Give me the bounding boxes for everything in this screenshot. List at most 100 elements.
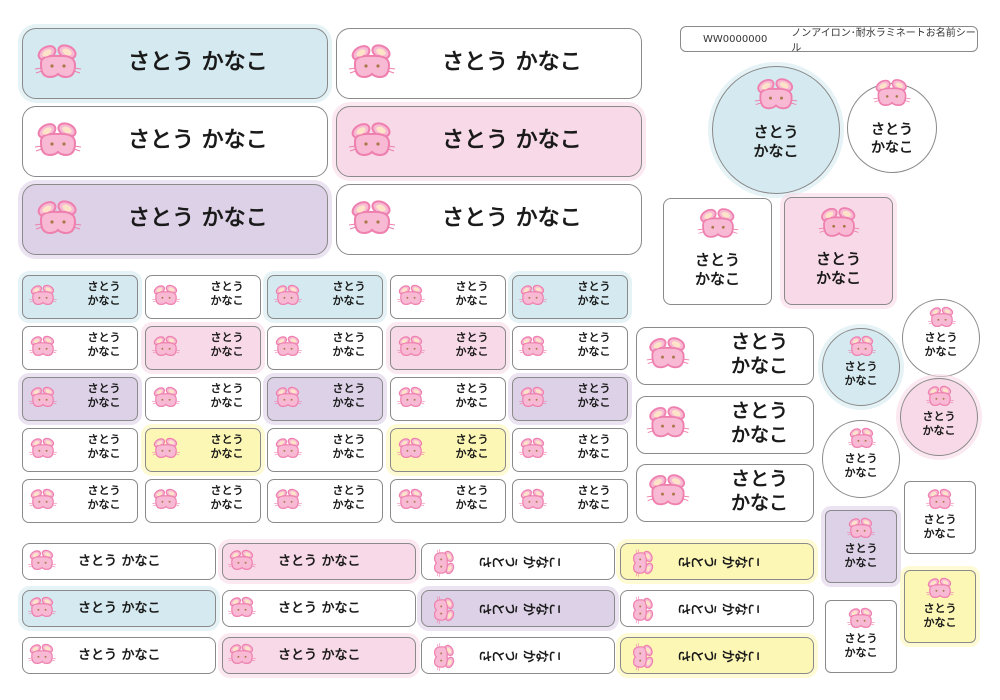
name-line1: さとう: [577, 280, 611, 293]
name-line2: かなこ: [210, 344, 244, 358]
name-sticker: さとう かなこ: [22, 590, 216, 627]
bunny-face-icon: [927, 306, 957, 334]
bunny-face-icon: [925, 488, 955, 516]
name-text: さとう かなこ: [128, 128, 268, 153]
bunny-face-icon: [847, 335, 877, 363]
name-line1: さとう: [87, 484, 121, 497]
bunny-face-icon: [28, 437, 58, 465]
bunny-face-icon: [518, 488, 548, 516]
bunny-face-icon: [847, 427, 877, 455]
bunny-face-icon: [28, 386, 58, 414]
bunny-face-icon: [347, 43, 397, 87]
name-line2: かなこ: [210, 293, 244, 307]
name-sticker: さとう かなこ: [267, 377, 383, 421]
name-text: さとう かなこ: [278, 554, 361, 569]
name-line2: かなこ: [332, 395, 366, 409]
name-line1: さとう: [922, 410, 956, 423]
name-line2: かなこ: [455, 497, 489, 511]
bunny-face-icon: [645, 473, 691, 514]
name-sticker: さとう かなこ: [512, 479, 628, 523]
name-text: さとう かなこ: [476, 555, 562, 569]
bunny-face-icon: [151, 386, 181, 414]
name-text: さとう かなこ: [128, 206, 268, 231]
bunny-face-icon: [151, 335, 181, 363]
bunny-face-icon: [518, 386, 548, 414]
name-sticker: さとう かなこ: [822, 420, 900, 498]
name-line2: かなこ: [694, 269, 740, 288]
name-line2: かなこ: [332, 293, 366, 307]
name-line1: さとう: [577, 382, 611, 395]
name-line1: さとう: [730, 400, 788, 422]
name-sticker: さとう かなこ: [636, 464, 814, 522]
bunny-face-icon: [33, 43, 83, 87]
name-sticker: さとう かなこ: [22, 479, 138, 523]
name-sticker: さとう かなこ: [22, 184, 328, 255]
bunny-face-icon: [645, 336, 691, 377]
name-text: さとう かなこ: [442, 206, 582, 231]
name-sticker: さとう かなこ: [620, 543, 814, 580]
sheet-header: WW0000000 ノンアイロン･耐水ラミネートお名前シール: [680, 26, 978, 54]
name-line1: さとう: [730, 468, 788, 490]
name-sticker: さとう かなこ: [904, 570, 976, 643]
name-line1: さとう: [577, 484, 611, 497]
bunny-face-icon: [427, 595, 455, 625]
name-line1: さとう: [694, 251, 740, 269]
name-sticker: さとう かなこ: [390, 275, 506, 319]
name-line1: さとう: [844, 632, 878, 645]
name-sticker: さとう かなこ: [512, 428, 628, 472]
name-sticker: さとう かなこ: [390, 428, 506, 472]
name-sticker: さとう かなこ: [145, 275, 261, 319]
bunny-face-icon: [427, 642, 455, 672]
name-line2: かなこ: [924, 344, 958, 358]
bunny-face-icon: [396, 386, 426, 414]
name-sticker: さとう かなこ: [267, 275, 383, 319]
name-line1: さとう: [332, 382, 366, 395]
name-line2: かなこ: [455, 395, 489, 409]
name-line1: さとう: [871, 122, 913, 138]
bunny-face-icon: [151, 284, 181, 312]
name-line2: かなこ: [455, 446, 489, 460]
bunny-face-icon: [396, 335, 426, 363]
bunny-face-icon: [925, 577, 955, 605]
name-sticker: さとう かなこ: [390, 326, 506, 370]
name-line2: かなこ: [844, 645, 878, 659]
name-text: さとう かなこ: [476, 649, 562, 663]
name-sticker: さとう かなこ: [847, 79, 937, 173]
name-sticker: さとう かなこ: [663, 198, 772, 305]
name-sticker: さとう かなこ: [390, 479, 506, 523]
name-line2: かなこ: [730, 423, 788, 446]
name-line2: かなこ: [210, 497, 244, 511]
bunny-face-icon: [396, 284, 426, 312]
name-line1: さとう: [332, 484, 366, 497]
name-sticker: さとう かなこ: [22, 326, 138, 370]
product-name: ノンアイロン･耐水ラミネートお名前シール: [791, 28, 976, 54]
name-line2: かなこ: [730, 491, 788, 514]
name-text: さとう かなこ: [442, 50, 582, 75]
bunny-face-icon: [817, 206, 861, 245]
name-line1: さとう: [455, 331, 489, 344]
name-line1: さとう: [87, 331, 121, 344]
name-sticker: さとう かなこ: [512, 275, 628, 319]
name-line2: かなこ: [87, 293, 121, 307]
name-sticker: さとう かなこ: [267, 326, 383, 370]
name-sticker: さとう かなこ: [712, 66, 840, 194]
name-sticker: さとう かなこ: [22, 428, 138, 472]
name-sticker: さとう かなこ: [512, 326, 628, 370]
bunny-face-icon: [347, 199, 397, 243]
name-line1: さとう: [210, 484, 244, 497]
bunny-face-icon: [645, 405, 691, 446]
name-sticker: さとう かなこ: [145, 428, 261, 472]
name-sticker: さとう かなこ: [22, 637, 216, 674]
bunny-face-icon: [396, 437, 426, 465]
name-line2: かなこ: [577, 446, 611, 460]
name-line1: さとう: [924, 331, 958, 344]
bunny-face-icon: [846, 517, 876, 545]
name-sticker: さとう かなこ: [145, 479, 261, 523]
name-line1: さとう: [577, 331, 611, 344]
name-line1: さとう: [730, 331, 788, 353]
name-line2: かなこ: [577, 344, 611, 358]
bunny-face-icon: [396, 488, 426, 516]
name-text: さとう かなこ: [278, 648, 361, 663]
name-text: さとう かなこ: [78, 648, 161, 663]
name-sticker: さとう かなこ: [902, 299, 980, 377]
